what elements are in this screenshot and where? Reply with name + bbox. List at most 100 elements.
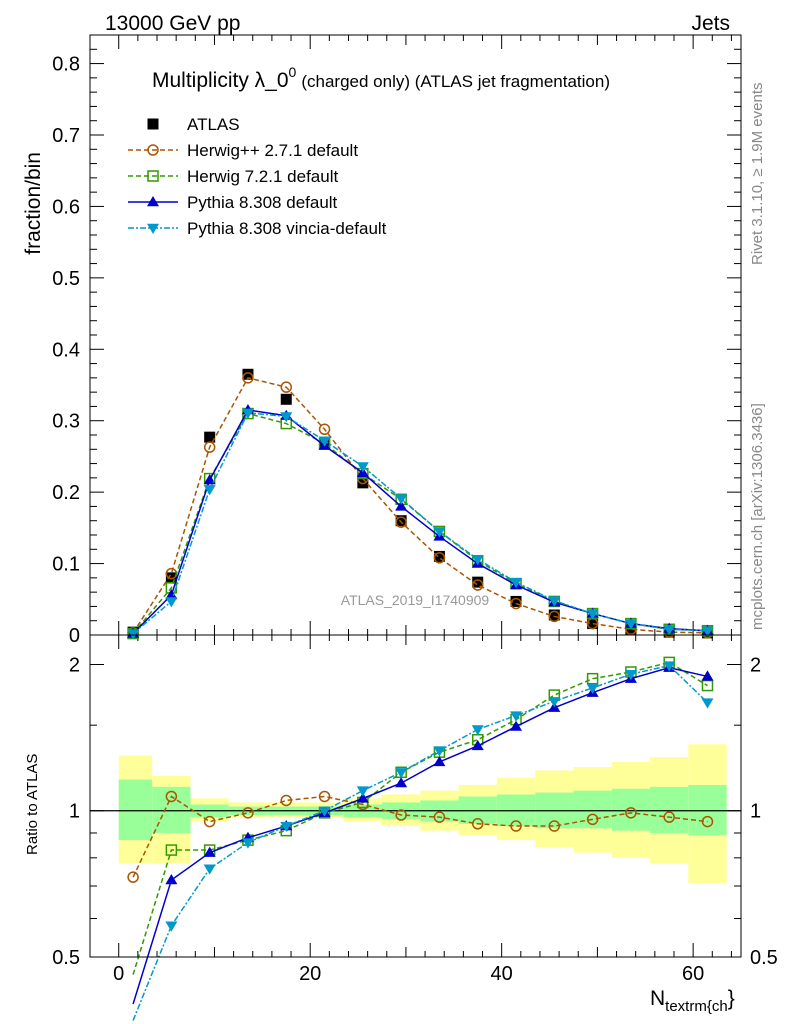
- data-point: [472, 576, 484, 588]
- legend-label: Herwig 7.2.1 default: [187, 167, 338, 186]
- ratio-point: [203, 846, 216, 857]
- chart-title-suffix: (charged only) (ATLAS jet fragmentation): [301, 72, 610, 91]
- x-axis-label-tail: }: [728, 987, 735, 1010]
- x-axis-label-main: N: [650, 987, 665, 1010]
- series-point: [318, 423, 331, 436]
- main-axes: 0 0.1 0.2 0.3 0.4 0.5 0.6 0.7 0.8: [52, 34, 741, 957]
- ratio-frame: [89, 634, 742, 958]
- y-tick-label: 0.5: [52, 268, 80, 290]
- ratio-point: [586, 683, 599, 694]
- ratio-point: [395, 768, 408, 779]
- series-point: [548, 610, 561, 623]
- legend-label: ATLAS: [187, 115, 240, 134]
- series-point: [471, 555, 484, 566]
- series-point: [165, 597, 178, 608]
- ratio-panel: 0.5 0.5 1 1 2 2: [52, 634, 778, 1021]
- legend: ATLAS Herwig++ 2.7.1 default Herwig 7.2.1 …: [128, 115, 387, 238]
- y-axis-label: fraction/bin: [22, 152, 45, 255]
- ratio-point: [127, 871, 139, 883]
- series-point: [203, 441, 216, 453]
- x-tick-label: 0: [113, 963, 124, 985]
- ratio-tick-label-left: 0.5: [52, 947, 80, 969]
- x-tick-label: 60: [682, 963, 704, 985]
- series-line: [132, 409, 708, 635]
- ratio-point: [624, 670, 637, 681]
- series-point: [280, 381, 293, 393]
- ratio-tick-label-left: 1: [69, 801, 80, 823]
- ratio-point: [395, 809, 407, 821]
- uncertainty-band-inner: [458, 796, 497, 824]
- ratio-tick-label-left: 2: [69, 654, 80, 676]
- uncertainty-band-inner: [118, 779, 153, 841]
- y-tick-label: 0.4: [52, 339, 80, 361]
- header-category: Jets: [691, 12, 730, 35]
- watermark: ATLAS_2019_I1740909: [341, 592, 490, 608]
- data-point: [395, 515, 407, 527]
- legend-label: Pythia 8.308 default: [187, 193, 338, 212]
- series-point: [433, 527, 446, 538]
- ratio-point: [433, 811, 446, 823]
- ratio-series-layer: [127, 656, 714, 1021]
- series-line: [132, 376, 708, 634]
- main-panel: 0 0.1 0.2 0.3 0.4 0.5 0.6 0.7 0.8 ATLAS_2019_I17…: [52, 34, 742, 957]
- x-axis-label: Ntextrm{ch}: [650, 987, 735, 1015]
- y-tick-label: 0.7: [52, 125, 80, 147]
- ratio-point: [471, 739, 484, 751]
- y-tick-label: 0.3: [52, 411, 80, 433]
- data-point: [510, 595, 522, 607]
- ratio-point: [433, 746, 446, 757]
- main-series-layer: [127, 368, 714, 640]
- ratio-point: [471, 725, 484, 736]
- ratio-point: [203, 864, 216, 875]
- ratio-bands: [90, 744, 741, 884]
- series-point: [203, 474, 216, 485]
- series-point: [395, 494, 408, 505]
- x-tick-label: 40: [491, 963, 513, 985]
- ratio-point: [586, 813, 599, 826]
- uncertainty-band-inner: [573, 790, 612, 829]
- series-point: [395, 516, 407, 528]
- series-point: [280, 412, 293, 423]
- series-point: [663, 625, 676, 636]
- chart-title-main: Multiplicity λ_0: [152, 69, 289, 92]
- series-point: [624, 619, 637, 630]
- legend-label: Pythia 8.308 vincia-default: [187, 219, 387, 238]
- series-point: [241, 408, 254, 419]
- series-point: [510, 597, 522, 610]
- legend-marker: [147, 223, 159, 234]
- legend-label: Herwig++ 2.7.1 default: [187, 141, 358, 160]
- chart-title-sup: 0: [289, 64, 297, 80]
- series-point: [471, 579, 484, 591]
- ratio-point: [165, 844, 178, 856]
- chart-title: Multiplicity λ_00 (charged only) (ATLAS j…: [152, 64, 610, 92]
- series-point: [395, 500, 408, 511]
- legend-marker: [147, 144, 159, 156]
- x-tick-labels: 0 20 40 60: [113, 963, 704, 985]
- series-point: [586, 609, 599, 620]
- ratio-point: [510, 820, 522, 832]
- ratio-line: [132, 664, 709, 1021]
- legend-marker: [147, 170, 159, 182]
- mcplots-label: mcplots.cern.ch [arXiv:1306.3436]: [749, 403, 766, 630]
- ratio-line: [132, 666, 708, 1005]
- ratio-point: [625, 807, 637, 819]
- ratio-point: [433, 755, 446, 767]
- ratio-point: [356, 792, 369, 803]
- ratio-point: [701, 698, 714, 709]
- y-tick-label: 0.2: [52, 482, 80, 504]
- ratio-point: [356, 786, 369, 797]
- ratio-point: [548, 697, 561, 708]
- ratio-point: [663, 661, 676, 672]
- series-point: [127, 629, 140, 640]
- ratio-y-label: Ratio to ATLAS: [24, 754, 41, 855]
- x-tick-label: 20: [299, 963, 321, 985]
- ratio-point: [242, 807, 254, 819]
- series-point: [510, 577, 523, 589]
- ratio-point: [318, 790, 331, 803]
- ratio-point: [701, 670, 714, 681]
- series-point: [548, 596, 561, 607]
- data-point: [433, 550, 445, 562]
- data-point: [204, 431, 216, 443]
- series-point: [701, 626, 714, 637]
